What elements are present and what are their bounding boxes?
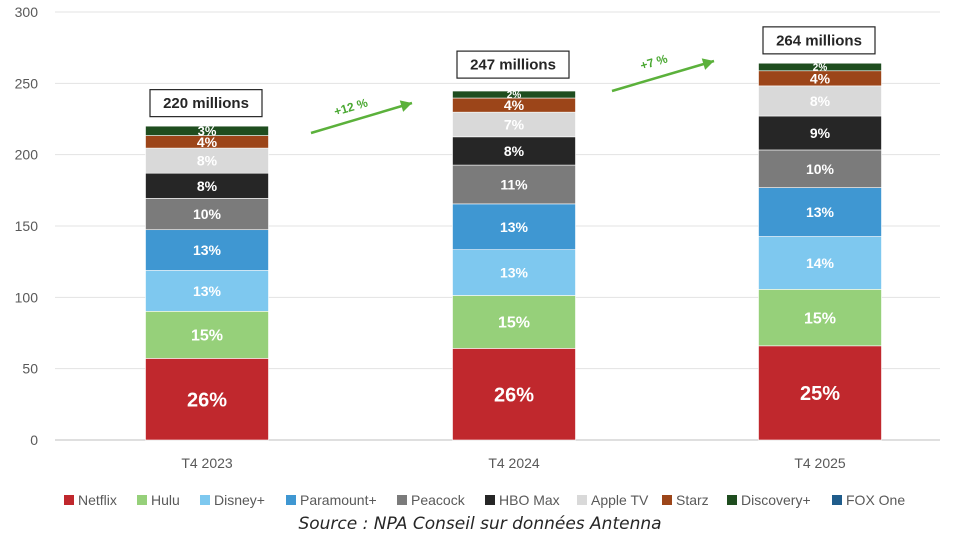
legend-label: HBO Max xyxy=(499,492,560,508)
growth-label: +12 % xyxy=(332,95,369,118)
legend-label: Disney+ xyxy=(214,492,265,508)
data-label: 13% xyxy=(193,242,222,258)
total-label: 264 millions xyxy=(776,32,862,49)
legend-swatch xyxy=(485,495,495,505)
data-label: 14% xyxy=(806,255,835,271)
data-label: 2% xyxy=(507,90,522,101)
growth-arrow-head xyxy=(399,100,412,112)
total-label: 247 millions xyxy=(470,57,556,74)
data-label: 10% xyxy=(806,161,835,177)
bar-segment-peacock xyxy=(452,164,576,205)
growth-label: +7 % xyxy=(639,51,670,72)
bar-segment-discovery- xyxy=(452,90,576,99)
y-tick-label: 0 xyxy=(30,432,38,448)
legend-swatch xyxy=(727,495,737,505)
bar-segment-paramount- xyxy=(452,203,576,250)
bar-segment-peacock xyxy=(145,198,269,231)
y-tick-label: 300 xyxy=(15,4,39,20)
legend-swatch xyxy=(397,495,407,505)
legend-swatch xyxy=(286,495,296,505)
bar-segment-disney- xyxy=(452,249,576,296)
growth-arrow-head xyxy=(701,58,714,70)
bar-segment-netflix xyxy=(452,348,576,441)
data-label: 15% xyxy=(191,328,223,345)
data-label: 8% xyxy=(197,178,218,194)
bar-segment-paramount- xyxy=(145,229,269,271)
y-tick-label: 150 xyxy=(15,218,39,234)
bar-segment-hbo-max xyxy=(452,136,576,166)
bar-segment-apple-tv xyxy=(758,85,882,117)
growth-arrow-line xyxy=(611,59,715,93)
data-label: 8% xyxy=(810,93,831,109)
stacked-bar-chart: 05010015020025030026%15%13%13%10%8%8%4%3… xyxy=(15,4,940,508)
x-tick-label: T4 2024 xyxy=(488,455,540,471)
bar-segment-hulu xyxy=(145,311,269,359)
legend-swatch xyxy=(137,495,147,505)
data-label: 10% xyxy=(193,206,222,222)
legend-label: Peacock xyxy=(411,492,466,508)
data-label: 11% xyxy=(500,177,528,193)
data-label: 26% xyxy=(187,389,227,411)
bar-segment-paramount- xyxy=(758,187,882,237)
legend-swatch xyxy=(64,495,74,505)
bar-segment-disney- xyxy=(145,270,269,312)
total-label-box xyxy=(456,50,570,79)
bar-segment-peacock xyxy=(758,149,882,188)
legend-swatch xyxy=(832,495,842,505)
data-label: 15% xyxy=(498,315,530,332)
data-label: 9% xyxy=(810,125,831,141)
data-label: 4% xyxy=(504,97,525,113)
x-tick-label: T4 2023 xyxy=(181,455,233,471)
y-tick-label: 100 xyxy=(15,289,39,305)
data-label: 13% xyxy=(193,283,222,299)
legend-label: Netflix xyxy=(78,492,117,508)
source-caption: Source : NPA Conseil sur données Antenna xyxy=(298,514,662,534)
bar-segment-netflix xyxy=(758,345,882,441)
data-label: 3% xyxy=(198,124,217,139)
data-label: 26% xyxy=(494,384,534,406)
bar-segment-hbo-max xyxy=(145,172,269,199)
y-tick-label: 200 xyxy=(15,147,39,163)
legend-swatch xyxy=(577,495,587,505)
x-tick-label: T4 2025 xyxy=(794,455,846,471)
data-label: 7% xyxy=(504,117,525,133)
legend-label: Hulu xyxy=(151,492,180,508)
legend-label: FOX One xyxy=(846,492,905,508)
data-label: 25% xyxy=(800,383,840,405)
data-label: 15% xyxy=(804,310,836,327)
data-label: 8% xyxy=(504,143,525,159)
data-label: 8% xyxy=(197,153,218,169)
y-tick-label: 50 xyxy=(22,361,38,377)
bar-segment-discovery- xyxy=(145,125,269,136)
bar-segment-hbo-max xyxy=(758,115,882,151)
bar-segment-disney- xyxy=(758,236,882,290)
legend-swatch xyxy=(662,495,672,505)
y-tick-label: 250 xyxy=(15,75,39,91)
total-label-box xyxy=(762,26,876,55)
data-label: 13% xyxy=(500,265,529,281)
data-label: 2% xyxy=(813,63,828,74)
growth-arrow-line xyxy=(310,101,413,135)
data-label: 13% xyxy=(500,219,529,235)
data-label: 4% xyxy=(810,70,831,86)
bar-segment-apple-tv xyxy=(145,147,269,174)
legend-label: Discovery+ xyxy=(741,492,811,508)
total-label: 220 millions xyxy=(163,95,249,112)
legend-label: Apple TV xyxy=(591,492,649,508)
bar-segment-netflix xyxy=(145,358,269,441)
data-label: 4% xyxy=(197,134,218,150)
bar-segment-hulu xyxy=(758,289,882,347)
legend-label: Starz xyxy=(676,492,709,508)
bar-segment-discovery- xyxy=(758,62,882,72)
data-label: 13% xyxy=(806,204,835,220)
total-label-box xyxy=(149,89,263,118)
bar-segment-apple-tv xyxy=(452,111,576,138)
legend-label: Paramount+ xyxy=(300,492,377,508)
legend-swatch xyxy=(200,495,210,505)
